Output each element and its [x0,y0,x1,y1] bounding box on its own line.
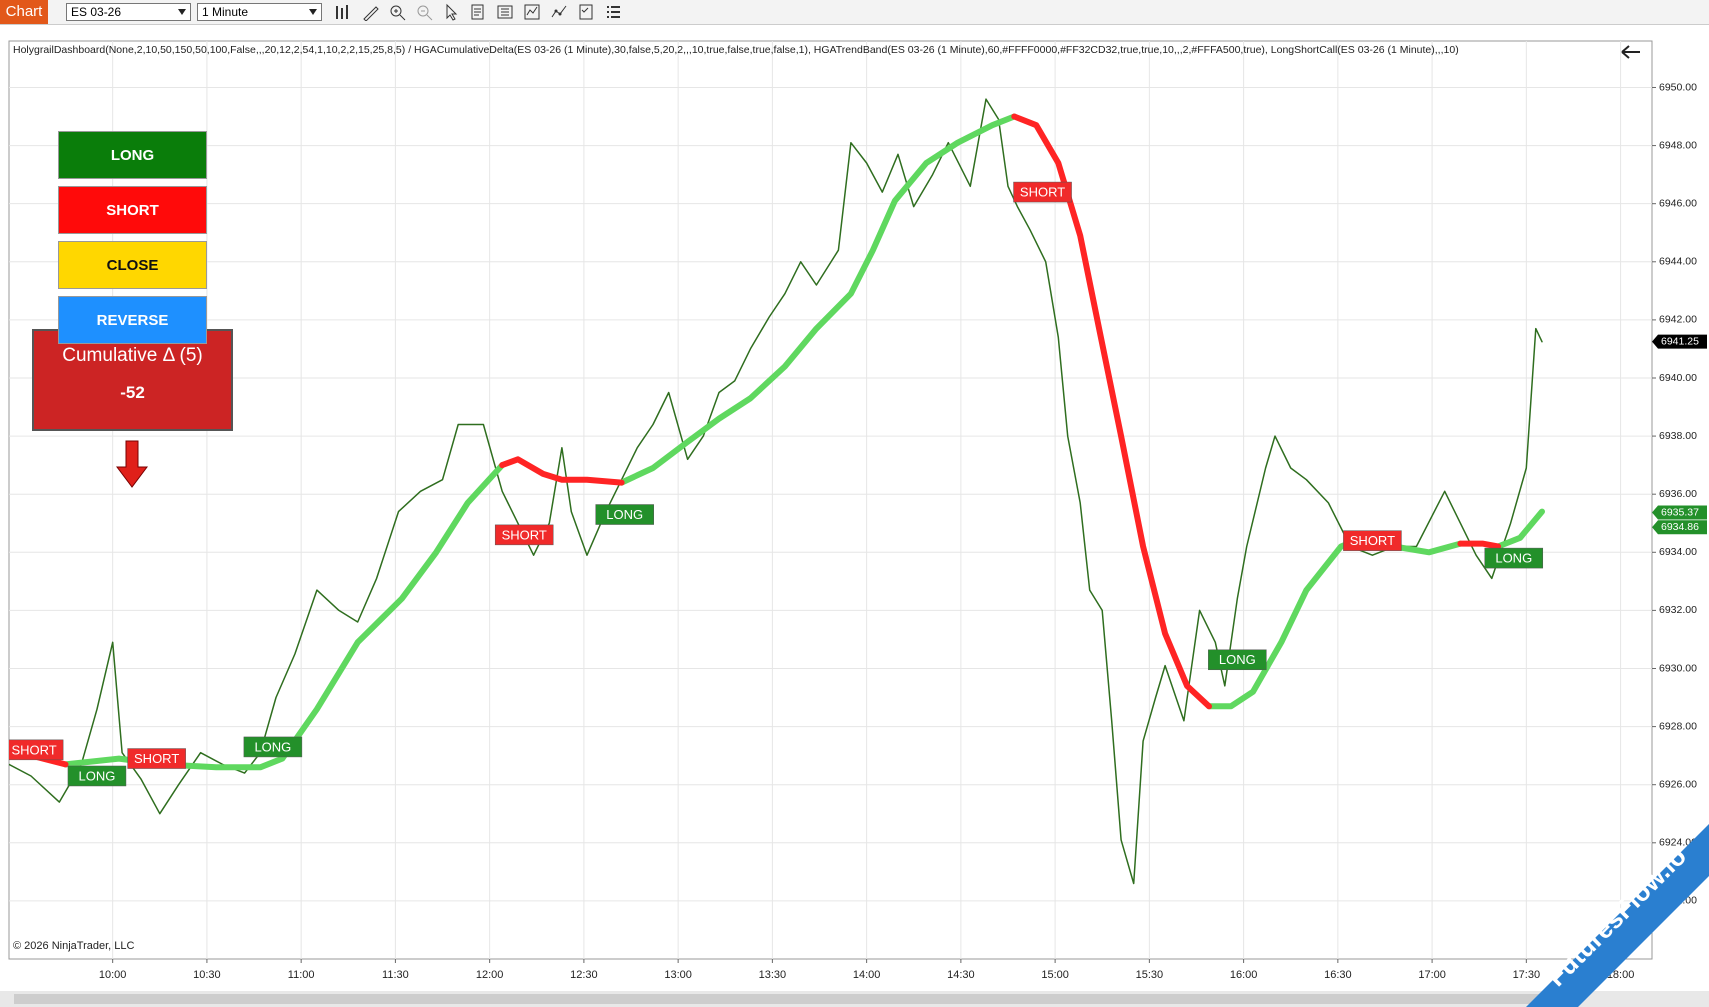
signal-tag: SHORT [1013,181,1072,203]
price-flag-label: 6935.37 [1661,506,1699,518]
y-tick-label: 6946.00 [1659,197,1697,209]
signal-box [243,736,303,758]
delta-title: Cumulative Δ (5) [62,345,203,366]
price-flag [1652,505,1707,520]
y-tick-label: 6942.00 [1659,314,1697,326]
signal-tag: LONG [243,736,303,758]
y-tick-label: 6948.00 [1659,139,1697,151]
y-tick-label: 6940.00 [1659,372,1697,384]
signal-label: LONG [1219,652,1256,667]
x-tick-label: 18:00 [1607,969,1635,981]
toolbar: Chart ES 03-26 1 Minute [0,0,1709,25]
x-tick-label: 11:00 [288,969,315,981]
reverse-button[interactable]: REVERSE [58,296,207,344]
signal-label: LONG [254,739,291,754]
signal-tag: SHORT [127,748,186,769]
x-tick-label: 13:00 [664,969,692,981]
signal-tag: SHORT [9,739,64,761]
y-tick-label: 6950.00 [1659,81,1697,93]
x-tick-label: 17:30 [1513,969,1541,981]
back-arrow[interactable] [1621,45,1640,59]
signal-box [494,524,554,546]
copyright: © 2026 NinjaTrader, LLC [13,940,134,952]
signal-label: SHORT [11,742,56,757]
x-tick-label: 13:30 [759,969,787,981]
trend-band [62,113,1545,771]
y-tick-label: 6928.00 [1659,720,1697,732]
signal-label: LONG [79,768,116,783]
price-flag-label: 6941.25 [1661,335,1699,347]
x-tick-label: 15:00 [1041,969,1069,981]
signal-tag: LONG [67,765,127,787]
x-tick-label: 10:00 [99,969,127,981]
signal-box [595,504,654,525]
signal-box [9,739,64,761]
short-button[interactable]: SHORT [58,186,207,234]
signal-label: SHORT [502,527,547,542]
plot-frame [8,40,1653,960]
data-box-icon[interactable] [469,3,487,21]
x-tick-label: 16:30 [1324,969,1352,981]
signal-label: LONG [606,507,643,522]
templates-icon[interactable] [577,3,595,21]
x-tick-label: 12:00 [476,969,504,981]
price-flag-label: 6934.86 [1661,521,1699,533]
signal-box [1343,530,1402,551]
signal-label: SHORT [1020,185,1065,200]
indicators-icon[interactable] [523,3,541,21]
signal-box [127,748,186,769]
price-flag [1652,520,1707,535]
signal-box [67,765,127,787]
x-tick-label: 14:00 [853,969,881,981]
instrument-select[interactable]: ES 03-26 [66,3,191,21]
properties-icon[interactable] [496,3,514,21]
signal-label: SHORT [1350,533,1395,548]
signal-tag: SHORT [1343,530,1402,551]
chart: SHORT LONG SHORT LONG SHORT LONG SHORT LONG SHOR… [0,40,1709,1007]
price-flag [1652,334,1707,349]
y-tick-label: 6938.00 [1659,430,1697,442]
pointer-icon[interactable] [442,3,460,21]
strategies-icon[interactable] [550,3,568,21]
y-tick-label: 6926.00 [1659,778,1697,790]
price-line [9,98,1543,885]
signal-tag: LONG [1208,649,1267,671]
down-arrow [116,440,148,488]
signal-box [1208,649,1267,671]
bars-icon[interactable] [334,3,352,21]
x-tick-label: 17:00 [1418,969,1446,981]
signal-tag: LONG [595,504,654,525]
delta-value: -52 [120,383,145,402]
y-tick-label: 6930.00 [1659,662,1697,674]
x-tick-label: 14:30 [947,969,975,981]
x-tick-label: 11:30 [382,969,409,981]
delta-panel: Cumulative Δ (5) -52 [32,329,233,431]
signal-tag: SHORT [494,524,554,546]
signal-label: LONG [1495,551,1532,566]
indicator-label: HolygrailDashboard(None,2,10,50,150,50,1… [13,44,1459,56]
y-tick-label: 6934.00 [1659,546,1697,558]
signal-label: SHORT [134,751,179,766]
y-tick-label: 6936.00 [1659,488,1697,500]
close-button[interactable]: CLOSE [58,241,207,289]
x-tick-label: 15:30 [1136,969,1164,981]
interval-select[interactable]: 1 Minute [197,3,322,21]
draw-icon[interactable] [361,3,379,21]
scroll-thumb[interactable] [14,994,1574,1004]
x-tick-label: 10:30 [193,969,221,981]
list-icon[interactable] [604,3,622,21]
zoom-out-icon[interactable] [415,3,433,21]
signal-box [1484,547,1544,569]
y-tick-label: 6944.00 [1659,256,1697,268]
zoom-in-icon[interactable] [388,3,406,21]
long-button[interactable]: LONG [58,131,207,179]
watermark-ribbon [1526,824,1709,1007]
chart-tab[interactable]: Chart [0,0,48,24]
signal-box [1013,181,1072,203]
signal-tag: LONG [1484,547,1544,569]
y-tick-label: 6932.00 [1659,604,1697,616]
x-tick-label: 16:00 [1230,969,1258,981]
x-tick-label: 12:30 [570,969,598,981]
